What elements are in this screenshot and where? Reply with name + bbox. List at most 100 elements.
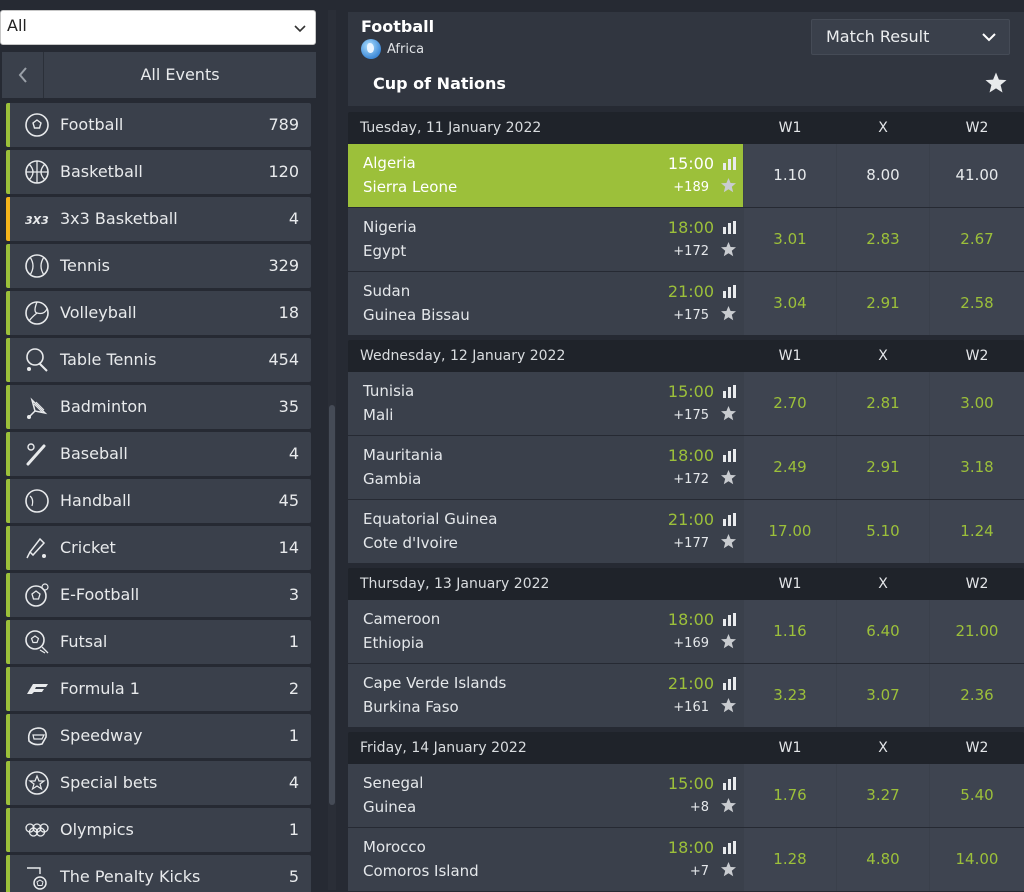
odd-w2-button[interactable]: 2.58: [930, 272, 1024, 335]
odd-w1-button[interactable]: 1.76: [744, 764, 836, 827]
odd-w2-button[interactable]: 41.00: [930, 144, 1024, 207]
match-time: 18:00: [667, 610, 714, 629]
odd-w1-button[interactable]: 3.04: [744, 272, 836, 335]
more-markets-count[interactable]: +172: [673, 244, 709, 259]
sidebar-item-baseball[interactable]: Baseball 4: [6, 432, 311, 476]
market-select[interactable]: Match Result: [811, 19, 1010, 55]
more-markets-count[interactable]: +8: [689, 800, 709, 815]
scrollbar-thumb[interactable]: [329, 405, 335, 805]
odd-w1-button[interactable]: 2.49: [744, 436, 836, 499]
match-info[interactable]: Algeria Sierra Leone 15:00 +189: [348, 144, 743, 207]
odd-w1-button[interactable]: 2.70: [744, 372, 836, 435]
odd-w2-button[interactable]: 2.36: [930, 664, 1024, 727]
odd-w2-button[interactable]: 3.00: [930, 372, 1024, 435]
odd-x-button[interactable]: 2.83: [837, 208, 929, 271]
more-markets-count[interactable]: +172: [673, 472, 709, 487]
match-info[interactable]: Cape Verde Islands Burkina Faso 21:00 +161: [348, 664, 743, 727]
filter-select[interactable]: All: [0, 10, 316, 45]
sidebar-item-special-bets[interactable]: Special bets 4: [6, 761, 311, 805]
statistics-icon[interactable]: [722, 449, 737, 462]
sidebar-item-tennis[interactable]: Tennis 329: [6, 244, 311, 288]
sidebar-item-handball[interactable]: Handball 45: [6, 479, 311, 523]
sidebar-item-volleyball[interactable]: Volleyball 18: [6, 291, 311, 335]
odd-x-button[interactable]: 8.00: [837, 144, 929, 207]
sidebar-item-cricket[interactable]: Cricket 14: [6, 526, 311, 570]
match-info[interactable]: Morocco Comoros Island 18:00 +7: [348, 828, 743, 891]
match-info[interactable]: Sudan Guinea Bissau 21:00 +175: [348, 272, 743, 335]
statistics-icon[interactable]: [722, 613, 737, 626]
favorite-star-icon[interactable]: [720, 177, 737, 194]
match-info[interactable]: Cameroon Ethiopia 18:00 +169: [348, 600, 743, 663]
more-markets-count[interactable]: +189: [673, 180, 709, 195]
statistics-icon[interactable]: [722, 841, 737, 854]
favorite-star-icon[interactable]: [720, 469, 737, 486]
odd-w1-button[interactable]: 1.16: [744, 600, 836, 663]
odd-w2-button[interactable]: 14.00: [930, 828, 1024, 891]
back-button[interactable]: [2, 52, 44, 98]
favorite-star-icon[interactable]: [720, 241, 737, 258]
match-info[interactable]: Tunisia Mali 15:00 +175: [348, 372, 743, 435]
match-info[interactable]: Nigeria Egypt 18:00 +172: [348, 208, 743, 271]
match-info[interactable]: Mauritania Gambia 18:00 +172: [348, 436, 743, 499]
match-time: 15:00: [667, 382, 714, 401]
statistics-icon[interactable]: [722, 677, 737, 690]
sidebar-item-label: 3x3 Basketball: [60, 209, 178, 228]
sidebar-item-badminton[interactable]: Badminton 35: [6, 385, 311, 429]
match-info[interactable]: Senegal Guinea 15:00 +8: [348, 764, 743, 827]
more-markets-count[interactable]: +7: [689, 864, 709, 879]
sidebar-item-3x3-basketball[interactable]: 3X3 3x3 Basketball 4: [6, 197, 311, 241]
statistics-icon[interactable]: [722, 221, 737, 234]
column-w2: W2: [965, 120, 989, 136]
sidebar-item-count: 120: [268, 162, 299, 181]
sidebar-item-olympics[interactable]: Olympics 1: [6, 808, 311, 852]
sidebar-item-basketball[interactable]: Basketball 120: [6, 150, 311, 194]
more-markets-count[interactable]: +169: [673, 636, 709, 651]
odd-x-button[interactable]: 2.91: [837, 436, 929, 499]
sidebar-item-futsal[interactable]: Futsal 1: [6, 620, 311, 664]
match-info[interactable]: Equatorial Guinea Cote d'Ivoire 21:00 +177: [348, 500, 743, 563]
more-markets-count[interactable]: +177: [673, 536, 709, 551]
odd-w1-button[interactable]: 1.28: [744, 828, 836, 891]
odd-w2-button[interactable]: 3.18: [930, 436, 1024, 499]
sidebar-item-speedway[interactable]: Speedway 1: [6, 714, 311, 758]
odd-w2-button[interactable]: 21.00: [930, 600, 1024, 663]
sidebar-item-table-tennis[interactable]: Table Tennis 454: [6, 338, 311, 382]
statistics-icon[interactable]: [722, 285, 737, 298]
statistics-icon[interactable]: [722, 385, 737, 398]
odd-w1-button[interactable]: 17.00: [744, 500, 836, 563]
more-markets-count[interactable]: +175: [673, 408, 709, 423]
favorite-star-icon[interactable]: [720, 633, 737, 650]
odd-x-button[interactable]: 6.40: [837, 600, 929, 663]
odd-x-button[interactable]: 4.80: [837, 828, 929, 891]
odd-w1-button[interactable]: 3.01: [744, 208, 836, 271]
sidebar-item-label: Table Tennis: [60, 350, 157, 369]
odd-x-button[interactable]: 3.07: [837, 664, 929, 727]
odd-w1-button[interactable]: 3.23: [744, 664, 836, 727]
odd-x-button[interactable]: 2.91: [837, 272, 929, 335]
odd-x-button[interactable]: 5.10: [837, 500, 929, 563]
favorite-star-icon[interactable]: [720, 305, 737, 322]
statistics-icon[interactable]: [722, 157, 737, 170]
favorite-star-icon[interactable]: [720, 861, 737, 878]
favorite-star-icon[interactable]: [720, 797, 737, 814]
odd-w2-button[interactable]: 5.40: [930, 764, 1024, 827]
day-header: Tuesday, 11 January 2022 W1 X W2: [348, 112, 1024, 144]
favorite-star-icon[interactable]: [720, 405, 737, 422]
favorite-star-icon[interactable]: [984, 71, 1008, 95]
column-w2: W2: [965, 740, 989, 756]
sidebar-item-football[interactable]: Football 789: [6, 103, 311, 147]
favorite-star-icon[interactable]: [720, 697, 737, 714]
odd-w2-button[interactable]: 2.67: [930, 208, 1024, 271]
odd-w2-button[interactable]: 1.24: [930, 500, 1024, 563]
sidebar-item-the-penalty-kicks[interactable]: The Penalty Kicks 5: [6, 855, 311, 892]
sidebar-item-e-football[interactable]: E-Football 3: [6, 573, 311, 617]
sidebar-item-formula-1[interactable]: Formula 1 2: [6, 667, 311, 711]
odd-x-button[interactable]: 2.81: [837, 372, 929, 435]
statistics-icon[interactable]: [722, 777, 737, 790]
odd-x-button[interactable]: 3.27: [837, 764, 929, 827]
favorite-star-icon[interactable]: [720, 533, 737, 550]
odd-w1-button[interactable]: 1.10: [744, 144, 836, 207]
more-markets-count[interactable]: +175: [673, 308, 709, 323]
statistics-icon[interactable]: [722, 513, 737, 526]
more-markets-count[interactable]: +161: [673, 700, 709, 715]
